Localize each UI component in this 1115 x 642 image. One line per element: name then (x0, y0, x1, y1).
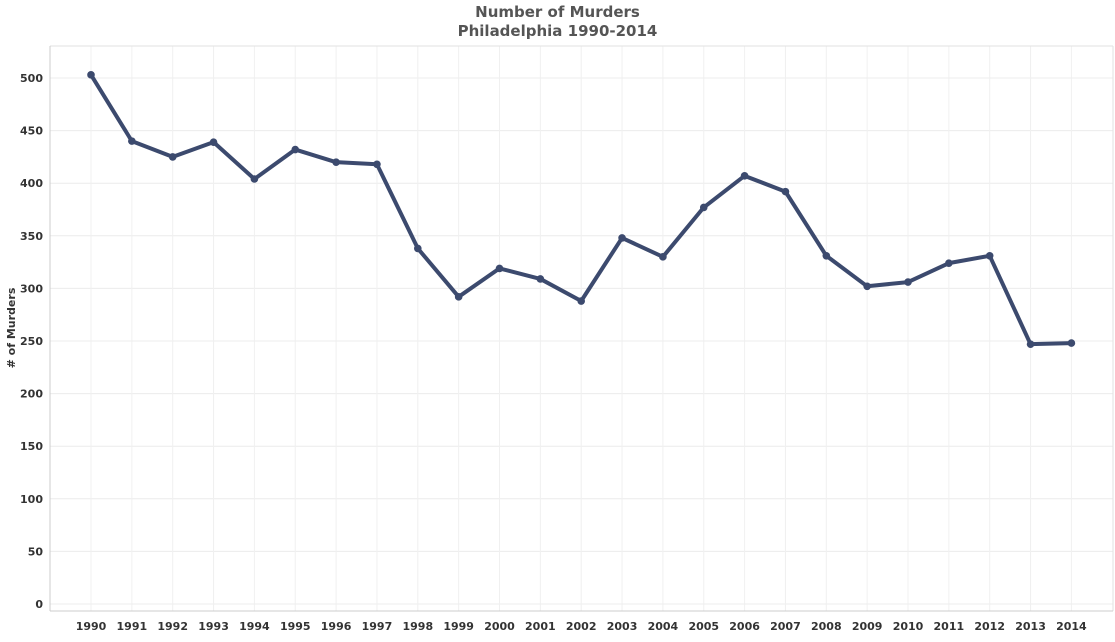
y-tick-label: 50 (28, 545, 44, 558)
data-point (209, 138, 218, 146)
x-tick-label: 2005 (688, 620, 719, 633)
data-point (699, 203, 708, 212)
x-tick-label: 1993 (198, 620, 229, 633)
x-tick-label: 1996 (321, 620, 352, 633)
data-point (168, 153, 177, 161)
y-tick-label: 150 (20, 440, 43, 453)
series-layer (87, 71, 1076, 348)
y-tick-label: 200 (20, 388, 43, 401)
x-tick-label: 2000 (484, 620, 515, 633)
data-point (863, 282, 871, 291)
x-tick-label: 1991 (117, 620, 148, 633)
x-tick-label: 2010 (893, 620, 924, 633)
data-point (414, 244, 422, 253)
data-point (128, 137, 136, 145)
x-tick-label: 2011 (934, 620, 965, 633)
data-point (659, 253, 667, 261)
data-point (945, 259, 953, 267)
x-tick-label: 2004 (648, 620, 679, 633)
data-point (536, 275, 545, 283)
data-point (87, 71, 95, 79)
data-point (495, 264, 504, 273)
x-tick-label: 2003 (607, 620, 638, 633)
y-tick-label: 100 (20, 493, 43, 506)
x-tick-label: 1997 (362, 620, 393, 633)
y-tick-label: 350 (20, 230, 43, 243)
x-tick-label: 2007 (770, 620, 801, 633)
x-tick-label: 2001 (525, 620, 556, 633)
data-point (985, 251, 994, 260)
data-point (373, 160, 381, 169)
data-point (577, 297, 585, 305)
data-point (1067, 339, 1076, 347)
y-tick-labels: 0 50 100 150 200 250 300 350 400 450 500 (20, 72, 43, 611)
y-axis-label: # of Murders (5, 287, 18, 368)
y-tick-label: 450 (20, 125, 43, 138)
x-tick-label: 1994 (239, 620, 270, 633)
x-tick-label: 1998 (402, 620, 433, 633)
grid-lines (50, 46, 1113, 611)
chart-subtitle: Philadelphia 1990-2014 (457, 22, 658, 40)
axes (49, 45, 1114, 612)
x-tick-label: 2014 (1056, 620, 1087, 633)
data-point (740, 172, 749, 180)
x-tick-labels: 1990 1991 1992 1993 1994 1995 1996 1997 1998 1999… (76, 620, 1087, 633)
x-tick-label: 2006 (729, 620, 760, 633)
y-tick-label: 500 (20, 72, 43, 85)
x-tick-label: 2008 (811, 620, 842, 633)
data-point (1026, 340, 1035, 348)
data-point (332, 158, 340, 166)
y-tick-label: 400 (20, 177, 43, 190)
y-tick-label: 250 (20, 335, 43, 348)
x-tick-label: 2009 (852, 620, 883, 633)
x-tick-label: 1999 (443, 620, 474, 633)
data-point (781, 187, 790, 196)
chart-title: Number of Murders (475, 3, 640, 21)
x-tick-label: 1992 (157, 620, 188, 633)
y-tick-label: 0 (35, 598, 43, 611)
x-tick-label: 2013 (1015, 620, 1046, 633)
data-point (618, 234, 626, 242)
data-point (822, 251, 831, 260)
data-point (291, 145, 300, 154)
data-point (250, 175, 259, 183)
data-point (454, 293, 463, 301)
x-tick-label: 1990 (76, 620, 107, 633)
x-tick-label: 2002 (566, 620, 597, 633)
data-point (904, 278, 912, 286)
x-tick-label: 2012 (974, 620, 1005, 633)
y-tick-label: 300 (20, 282, 43, 295)
x-tick-label: 1995 (280, 620, 311, 633)
